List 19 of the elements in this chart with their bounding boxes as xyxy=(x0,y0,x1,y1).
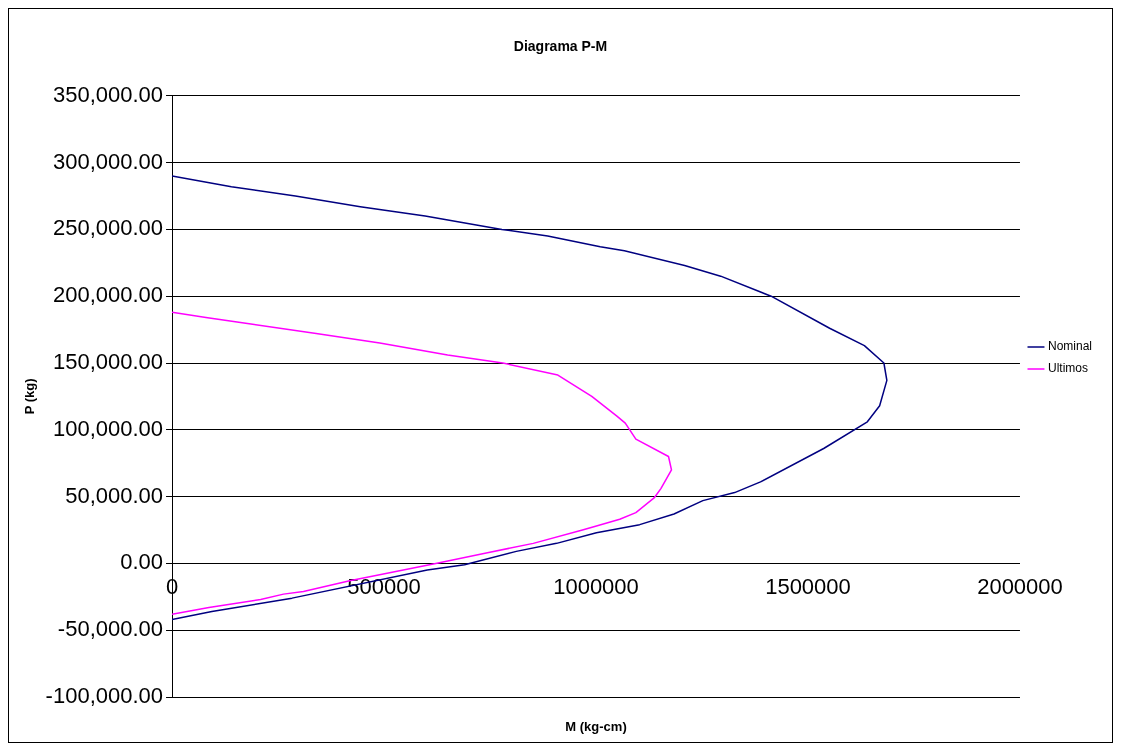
x-tick-label: 1500000 xyxy=(765,573,851,599)
x-tick-label: 1000000 xyxy=(553,573,639,599)
legend-label: Ultimos xyxy=(1047,361,1088,376)
x-axis-title: M (kg-cm) xyxy=(565,718,627,734)
legend-label: Nominal xyxy=(1047,339,1092,354)
x-tick-label: 2000000 xyxy=(977,573,1063,599)
chart-title: Diagrama P-M xyxy=(513,38,608,55)
y-tick-label: 150,000.00 xyxy=(52,349,164,375)
y-axis-title: P (kg) xyxy=(22,378,38,415)
y-tick-label: 100,000.00 xyxy=(52,415,164,441)
y-tick-label: 300,000.00 xyxy=(52,148,164,174)
y-tick-label: 250,000.00 xyxy=(52,215,164,241)
x-tick-label: 500000 xyxy=(347,573,421,599)
y-tick-label: 350,000.00 xyxy=(52,81,164,107)
y-tick-label: 50,000.00 xyxy=(65,482,164,508)
y-tick-label: 0.00 xyxy=(120,549,164,575)
y-tick-label: 200,000.00 xyxy=(52,282,164,308)
y-tick-label: -50,000.00 xyxy=(57,616,164,642)
y-tick-label: -100,000.00 xyxy=(45,683,164,709)
